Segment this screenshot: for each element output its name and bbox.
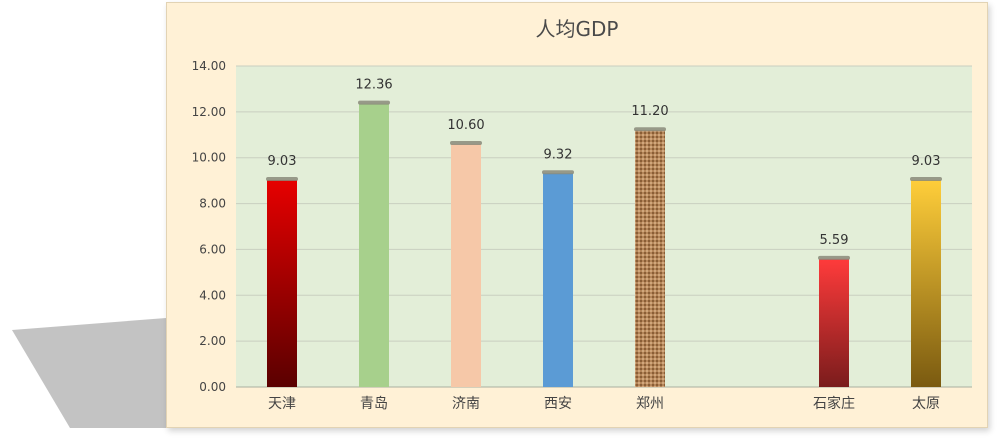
x-tick-label: 郑州 [636,396,664,412]
data-label: 5.59 [820,233,849,248]
plot-area [236,66,972,387]
bar [635,130,665,387]
bar [451,143,481,387]
bar-cap [910,176,942,181]
y-tick-label: 2.00 [199,334,226,348]
data-label: 9.03 [268,154,297,169]
x-tick-label: 天津 [268,396,296,412]
bar [911,179,941,387]
bar-cap [542,170,574,175]
x-tick-label: 青岛 [360,396,388,412]
y-tick-label: 14.00 [192,59,226,73]
chart-title: 人均GDP [536,17,619,41]
data-label: 9.03 [912,154,941,169]
x-tick-label: 西安 [544,396,572,412]
bar [543,173,573,387]
y-tick-label: 12.00 [192,105,226,119]
y-tick-label: 0.00 [199,380,226,394]
bar [819,258,849,387]
x-tick-label: 济南 [452,396,480,412]
x-tick-label: 太原 [912,396,940,412]
bar-cap [266,176,298,181]
bar-cap [358,100,390,105]
data-label: 12.36 [355,78,392,93]
y-tick-label: 8.00 [199,197,226,211]
x-tick-label: 石家庄 [813,395,855,412]
y-tick-label: 6.00 [199,242,226,256]
data-label: 11.20 [631,104,668,119]
bar-cap [450,140,482,145]
y-tick-label: 4.00 [199,288,226,302]
y-tick-label: 10.00 [192,151,226,165]
data-label: 9.32 [544,147,573,162]
bar [267,179,297,387]
data-label: 10.60 [447,118,484,133]
bar-cap [634,127,666,132]
bar-cap [818,255,850,260]
bar [359,103,389,388]
